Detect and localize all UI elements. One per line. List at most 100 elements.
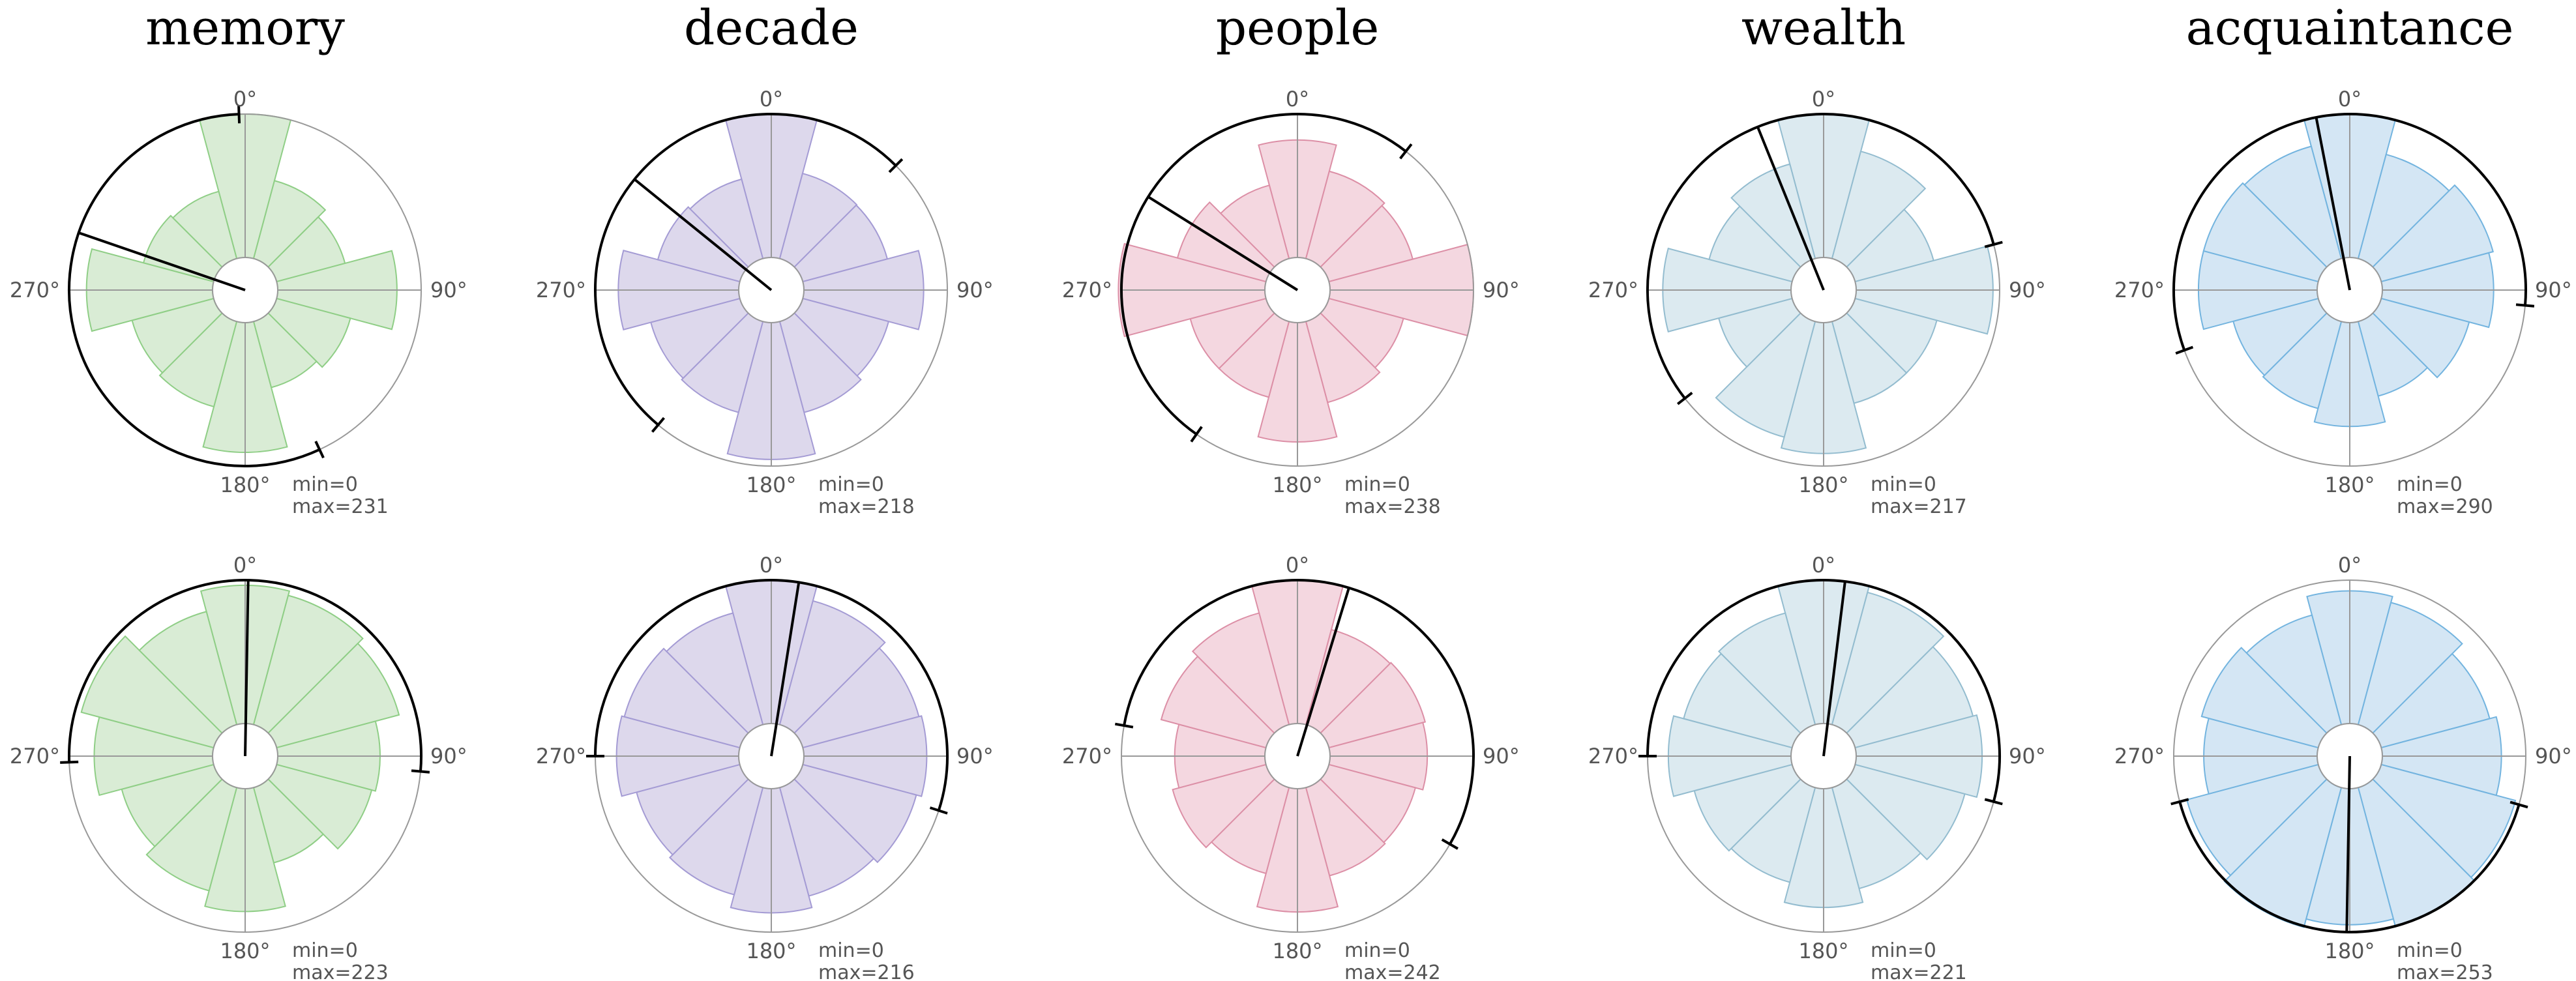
angle-label-180: 180°	[746, 473, 796, 497]
max-label: max=290	[2397, 495, 2493, 518]
mean-direction-line	[1296, 587, 1350, 757]
angle-label-270: 270°	[2114, 744, 2165, 769]
mean-direction-line	[1822, 581, 1846, 757]
confidence-arc	[1123, 579, 1475, 845]
angle-label-270: 270°	[536, 278, 586, 302]
angle-label-90: 90°	[1483, 744, 1520, 769]
angle-label-0: 0°	[233, 87, 257, 111]
angle-label-0: 0°	[2338, 87, 2361, 111]
min-label: min=0	[1871, 473, 1936, 496]
max-label: max=216	[818, 961, 915, 981]
min-label: min=0	[2397, 473, 2463, 496]
angle-label-270: 270°	[1062, 744, 1112, 769]
arc-end-tick	[1441, 838, 1458, 850]
angle-label-90: 90°	[956, 278, 994, 302]
angle-label-270: 270°	[1588, 278, 1638, 302]
max-label: max=218	[818, 495, 915, 518]
max-label: max=253	[2397, 961, 2493, 981]
angle-label-180: 180°	[220, 473, 270, 497]
angle-label-270: 270°	[2114, 278, 2165, 302]
angle-label-90: 90°	[2535, 278, 2572, 302]
arc-start-tick	[1676, 392, 1693, 405]
mean-direction-line	[78, 231, 246, 291]
angle-label-180: 180°	[1272, 473, 1322, 497]
confidence-arc	[1646, 113, 1995, 400]
angle-label-90: 90°	[2009, 278, 2046, 302]
arc-end-tick	[1984, 241, 2003, 248]
max-label: max=238	[1344, 495, 1441, 518]
angle-label-0: 0°	[1812, 87, 1835, 111]
arc-end-tick	[2170, 798, 2189, 806]
mean-direction-line	[1756, 126, 1825, 291]
angle-label-270: 270°	[536, 744, 586, 769]
max-label: max=217	[1871, 495, 1967, 518]
angle-label-90: 90°	[2535, 744, 2572, 769]
min-label: min=0	[1344, 939, 1410, 962]
angle-label-90: 90°	[430, 744, 467, 769]
arc-start-tick	[60, 760, 79, 764]
angle-label-180: 180°	[2324, 939, 2375, 963]
confidence-arc	[594, 113, 897, 426]
max-label: max=221	[1871, 961, 1967, 981]
confidence-arc	[68, 579, 422, 772]
confidence-arc	[2178, 801, 2521, 933]
angle-label-0: 0°	[233, 553, 257, 578]
arc-start-tick	[314, 441, 325, 459]
angle-label-270: 270°	[1588, 744, 1638, 769]
arc-end-tick	[1399, 143, 1413, 160]
mean-direction-line	[2345, 755, 2351, 932]
angle-label-270: 270°	[1062, 278, 1112, 302]
min-label: min=0	[1344, 473, 1410, 496]
angle-label-90: 90°	[430, 278, 467, 302]
min-label: min=0	[1871, 939, 1936, 962]
column-title-memory: memory	[145, 0, 345, 56]
arc-start-tick	[1114, 722, 1134, 729]
angle-label-0: 0°	[2338, 553, 2361, 578]
mean-direction-line	[770, 582, 801, 757]
confidence-arc	[68, 113, 320, 467]
arc-start-tick	[2509, 800, 2528, 809]
angle-label-180: 180°	[1272, 939, 1322, 963]
angle-label-90: 90°	[956, 744, 994, 769]
angle-label-0: 0°	[1812, 553, 1835, 578]
angle-label-180: 180°	[1798, 939, 1848, 963]
column-title-wealth: wealth	[1741, 0, 1906, 56]
arc-start-tick	[2175, 345, 2194, 355]
angle-label-0: 0°	[760, 87, 783, 111]
angle-label-270: 270°	[10, 278, 60, 302]
column-title-people: people	[1216, 0, 1380, 56]
angle-label-180: 180°	[2324, 473, 2375, 497]
confidence-arc	[1646, 579, 2001, 802]
arc-end-tick	[411, 769, 430, 774]
arc-end-tick	[929, 806, 948, 815]
confidence-arc	[1120, 113, 1407, 435]
max-label: max=231	[292, 495, 389, 518]
min-label: min=0	[818, 939, 884, 962]
column-title-decade: decade	[684, 0, 859, 56]
min-label: min=0	[818, 473, 884, 496]
angle-label-0: 0°	[1286, 553, 1309, 578]
angle-label-180: 180°	[746, 939, 796, 963]
angle-label-0: 0°	[760, 553, 783, 578]
max-label: max=223	[292, 961, 389, 981]
mean-direction-line	[244, 580, 250, 757]
angle-label-180: 180°	[220, 939, 270, 963]
mean-direction-line	[633, 178, 773, 291]
mean-direction-line	[2315, 117, 2351, 291]
min-label: min=0	[292, 473, 358, 496]
mean-direction-line	[1147, 196, 1299, 291]
angle-label-90: 90°	[1483, 278, 1520, 302]
arc-start-tick	[1190, 426, 1203, 443]
arc-end-tick	[888, 158, 904, 173]
column-title-acquaintance: acquaintance	[2186, 0, 2514, 56]
min-label: min=0	[292, 939, 358, 962]
